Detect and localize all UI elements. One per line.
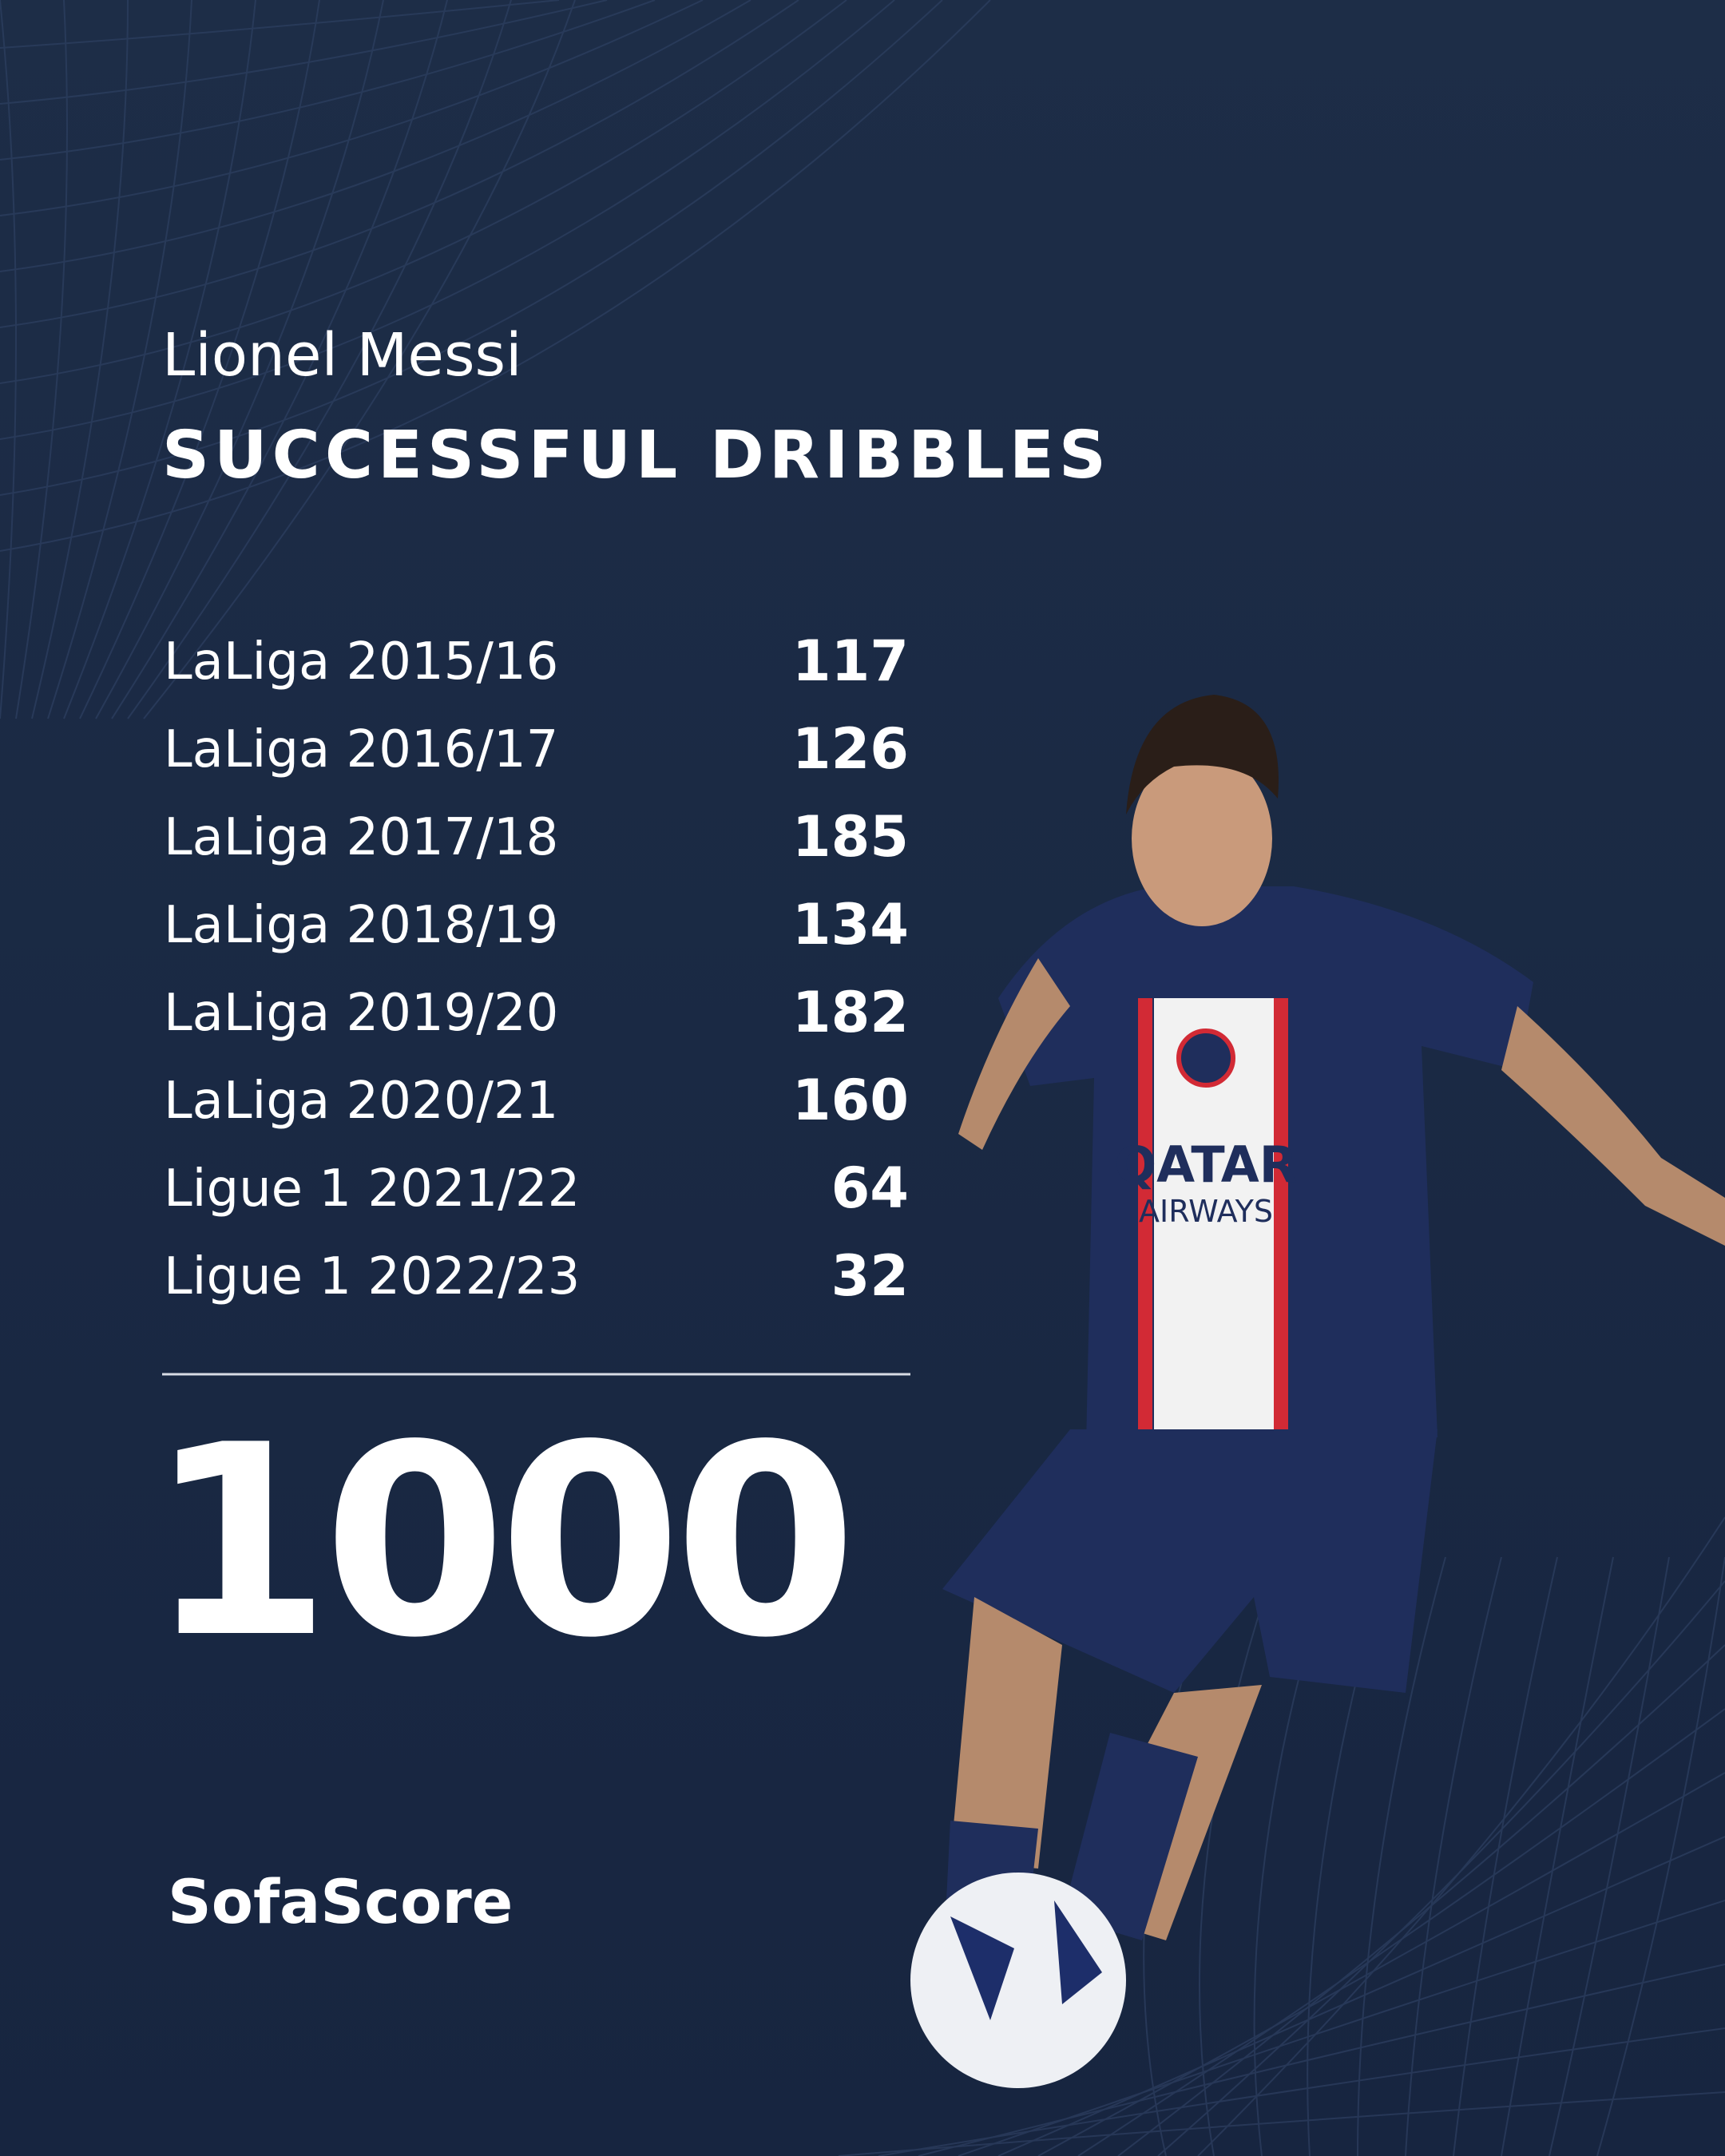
row-value: 126 bbox=[792, 716, 909, 782]
row-label: LaLiga 2020/21 bbox=[164, 1072, 558, 1131]
brand: SofaScore bbox=[168, 1866, 513, 1937]
net-line bbox=[1199, 1556, 1279, 2156]
net-line bbox=[1197, 1516, 1725, 2156]
net-line bbox=[1549, 1556, 1670, 2156]
row-value: 182 bbox=[792, 980, 909, 1045]
net-line bbox=[15, 0, 68, 719]
net-line bbox=[31, 0, 129, 719]
net-line bbox=[0, 0, 847, 384]
row-label: LaLiga 2017/18 bbox=[164, 808, 558, 867]
net-line bbox=[0, 0, 608, 105]
net-line bbox=[1357, 1556, 1446, 2156]
net-line bbox=[0, 0, 943, 496]
row-label: LaLiga 2018/19 bbox=[164, 896, 558, 955]
net-line bbox=[111, 0, 448, 719]
total: 1000 bbox=[148, 1389, 849, 1695]
net-line bbox=[1501, 1556, 1614, 2156]
net-line bbox=[0, 0, 799, 328]
net-line bbox=[0, 0, 560, 49]
net-line bbox=[0, 0, 895, 440]
net-line bbox=[63, 0, 256, 719]
row-label: LaLiga 2016/17 bbox=[164, 720, 558, 779]
net-line bbox=[1157, 1580, 1725, 2156]
row-label: Ligue 1 2022/23 bbox=[164, 1247, 580, 1306]
net-line bbox=[0, 0, 704, 216]
player-figure: QATAR AIRWAYS bbox=[910, 695, 1725, 2088]
svg-text:AIRWAYS: AIRWAYS bbox=[1139, 1194, 1273, 1229]
net-line bbox=[0, 0, 751, 272]
net-line bbox=[95, 0, 384, 719]
net-line bbox=[838, 2091, 1725, 2156]
row-value: 134 bbox=[792, 892, 909, 957]
net-line bbox=[47, 0, 192, 719]
net-line bbox=[0, 0, 656, 161]
svg-text:QATAR: QATAR bbox=[1114, 1135, 1297, 1194]
net-line bbox=[1596, 1556, 1725, 2156]
row-value: 185 bbox=[792, 804, 909, 870]
net-line bbox=[1453, 1556, 1558, 2156]
net-line bbox=[143, 0, 576, 719]
net-line bbox=[918, 1964, 1725, 2156]
net-line bbox=[1117, 1644, 1725, 2156]
net-line bbox=[1405, 1556, 1502, 2156]
row-label: LaLiga 2015/16 bbox=[164, 632, 558, 692]
row-value: 117 bbox=[792, 628, 909, 694]
net-line bbox=[0, 0, 17, 719]
row-label: LaLiga 2019/20 bbox=[164, 984, 558, 1043]
net-line bbox=[79, 0, 320, 719]
row-value: 32 bbox=[831, 1243, 909, 1309]
player-name: Lionel Messi bbox=[162, 321, 522, 390]
net-line bbox=[878, 2027, 1725, 2156]
net-line bbox=[0, 0, 991, 552]
row-value: 160 bbox=[792, 1068, 909, 1133]
row-value: 64 bbox=[831, 1155, 909, 1221]
title: SUCCESSFUL DRIBBLES bbox=[162, 418, 1111, 493]
net-line bbox=[127, 0, 512, 719]
row-label: Ligue 1 2021/22 bbox=[164, 1159, 580, 1219]
